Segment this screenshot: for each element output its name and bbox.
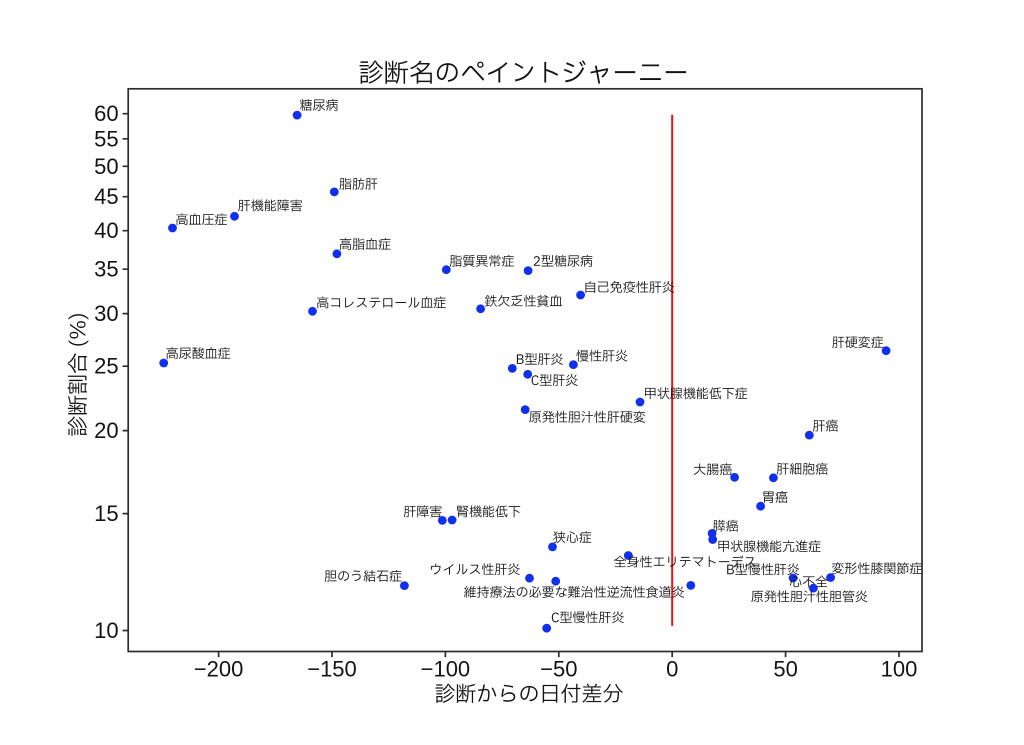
svg-text:100: 100 [881,656,918,681]
svg-text:10: 10 [94,618,118,643]
svg-text:15: 15 [94,501,118,526]
svg-text:0: 0 [666,656,678,681]
svg-text:30: 30 [94,301,118,326]
svg-text:60: 60 [94,101,118,126]
svg-text:45: 45 [94,184,118,209]
svg-text:55: 55 [94,126,118,151]
svg-text:35: 35 [94,257,118,282]
svg-text:−100: −100 [421,656,471,681]
svg-text:25: 25 [94,354,118,379]
svg-text:−50: −50 [540,656,577,681]
svg-text:20: 20 [94,418,118,443]
svg-text:−150: −150 [307,656,357,681]
svg-text:40: 40 [94,218,118,243]
svg-text:−200: −200 [194,656,244,681]
svg-text:50: 50 [94,154,118,179]
svg-text:50: 50 [773,656,797,681]
